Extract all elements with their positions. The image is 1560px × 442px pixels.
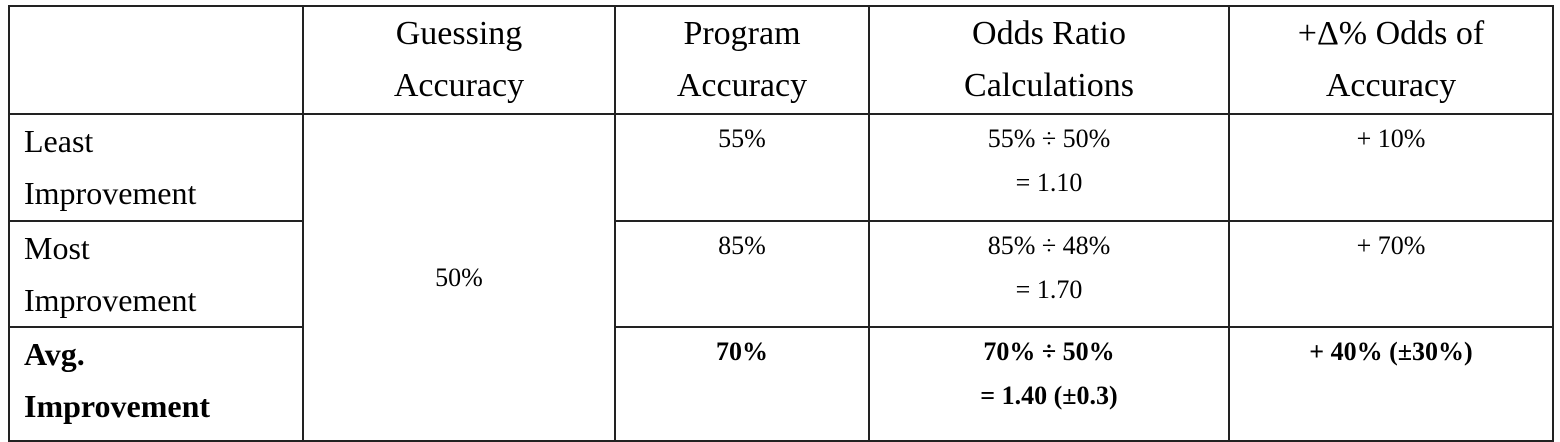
header-empty [8, 5, 304, 115]
delta-odds-cell: + 70% [1228, 220, 1554, 328]
odds-ratio-cell: 55% ÷ 50% = 1.10 [868, 113, 1230, 222]
row-label: Most Improvement [8, 220, 304, 328]
delta-odds-cell: + 40% (±30%) [1228, 326, 1554, 442]
header-delta-odds: +Δ% Odds of Accuracy [1228, 5, 1554, 115]
odds-ratio-cell: 85% ÷ 48% = 1.70 [868, 220, 1230, 328]
header-program-accuracy: Program Accuracy [614, 5, 870, 115]
odds-ratio-table: Guessing Accuracy Program Accuracy Odds Ra… [8, 5, 1554, 442]
header-odds-ratio: Odds Ratio Calculations [868, 5, 1230, 115]
row-label: Avg. Improvement [8, 326, 304, 442]
program-accuracy-cell: 85% [614, 220, 870, 328]
guessing-accuracy-cell: 50% [302, 113, 616, 442]
table-row: Least Improvement 50% 55% 55% ÷ 50% = 1.10… [8, 113, 1554, 442]
delta-odds-cell: + 10% [1228, 113, 1554, 222]
program-accuracy-cell: 70% [614, 326, 870, 442]
program-accuracy-cell: 55% [614, 113, 870, 222]
table-row-average: Avg. Improvement 70% 70% ÷ 50% = 1.40 (±0.… [8, 326, 1554, 442]
table-row: Most Improvement 85% 85% ÷ 48% = 1.70 + 70… [8, 220, 1554, 328]
header-row: Guessing Accuracy Program Accuracy Odds Ra… [8, 5, 1554, 115]
odds-ratio-cell: 70% ÷ 50% = 1.40 (±0.3) [868, 326, 1230, 442]
header-guessing-accuracy: Guessing Accuracy [302, 5, 616, 115]
row-label: Least Improvement [8, 113, 304, 222]
